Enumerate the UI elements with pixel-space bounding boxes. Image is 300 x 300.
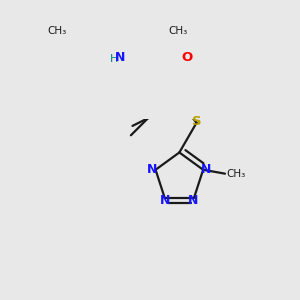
Text: N: N [160,194,171,207]
Text: CH₃: CH₃ [226,169,246,179]
Text: O: O [182,51,193,64]
Text: CH₃: CH₃ [48,26,67,36]
Text: H: H [110,55,118,64]
Text: N: N [115,51,125,64]
Text: N: N [188,194,199,207]
Text: N: N [147,163,158,176]
Text: S: S [192,115,201,128]
Text: CH₃: CH₃ [168,26,188,36]
Text: N: N [201,163,211,176]
